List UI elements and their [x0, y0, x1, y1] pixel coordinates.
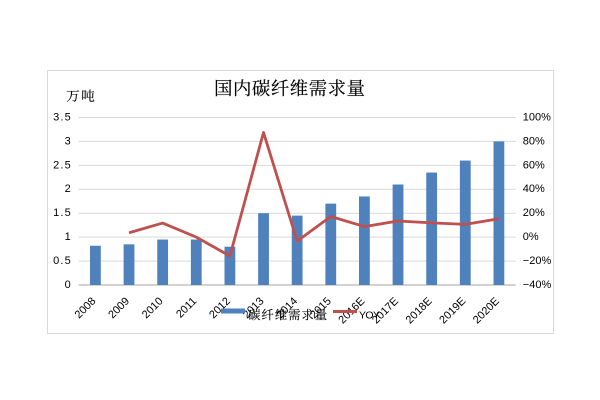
- svg-text:60%: 60%: [523, 159, 545, 171]
- svg-text:100%: 100%: [523, 111, 551, 123]
- svg-text:20%: 20%: [523, 207, 545, 219]
- svg-text:40%: 40%: [523, 183, 545, 195]
- svg-text:80%: 80%: [523, 135, 545, 147]
- svg-text:−40%: −40%: [523, 279, 552, 291]
- svg-text:1.5: 1.5: [53, 207, 72, 219]
- svg-text:3.5: 3.5: [53, 111, 72, 123]
- svg-text:3: 3: [65, 135, 72, 147]
- svg-text:YOY: YOY: [359, 309, 380, 321]
- svg-text:2: 2: [65, 183, 72, 195]
- svg-text:0.5: 0.5: [53, 255, 72, 267]
- svg-text:−20%: −20%: [523, 255, 552, 267]
- svg-text:1: 1: [65, 231, 72, 243]
- svg-text:0: 0: [65, 279, 72, 291]
- svg-text:0%: 0%: [523, 231, 539, 243]
- svg-text:2.5: 2.5: [53, 159, 72, 171]
